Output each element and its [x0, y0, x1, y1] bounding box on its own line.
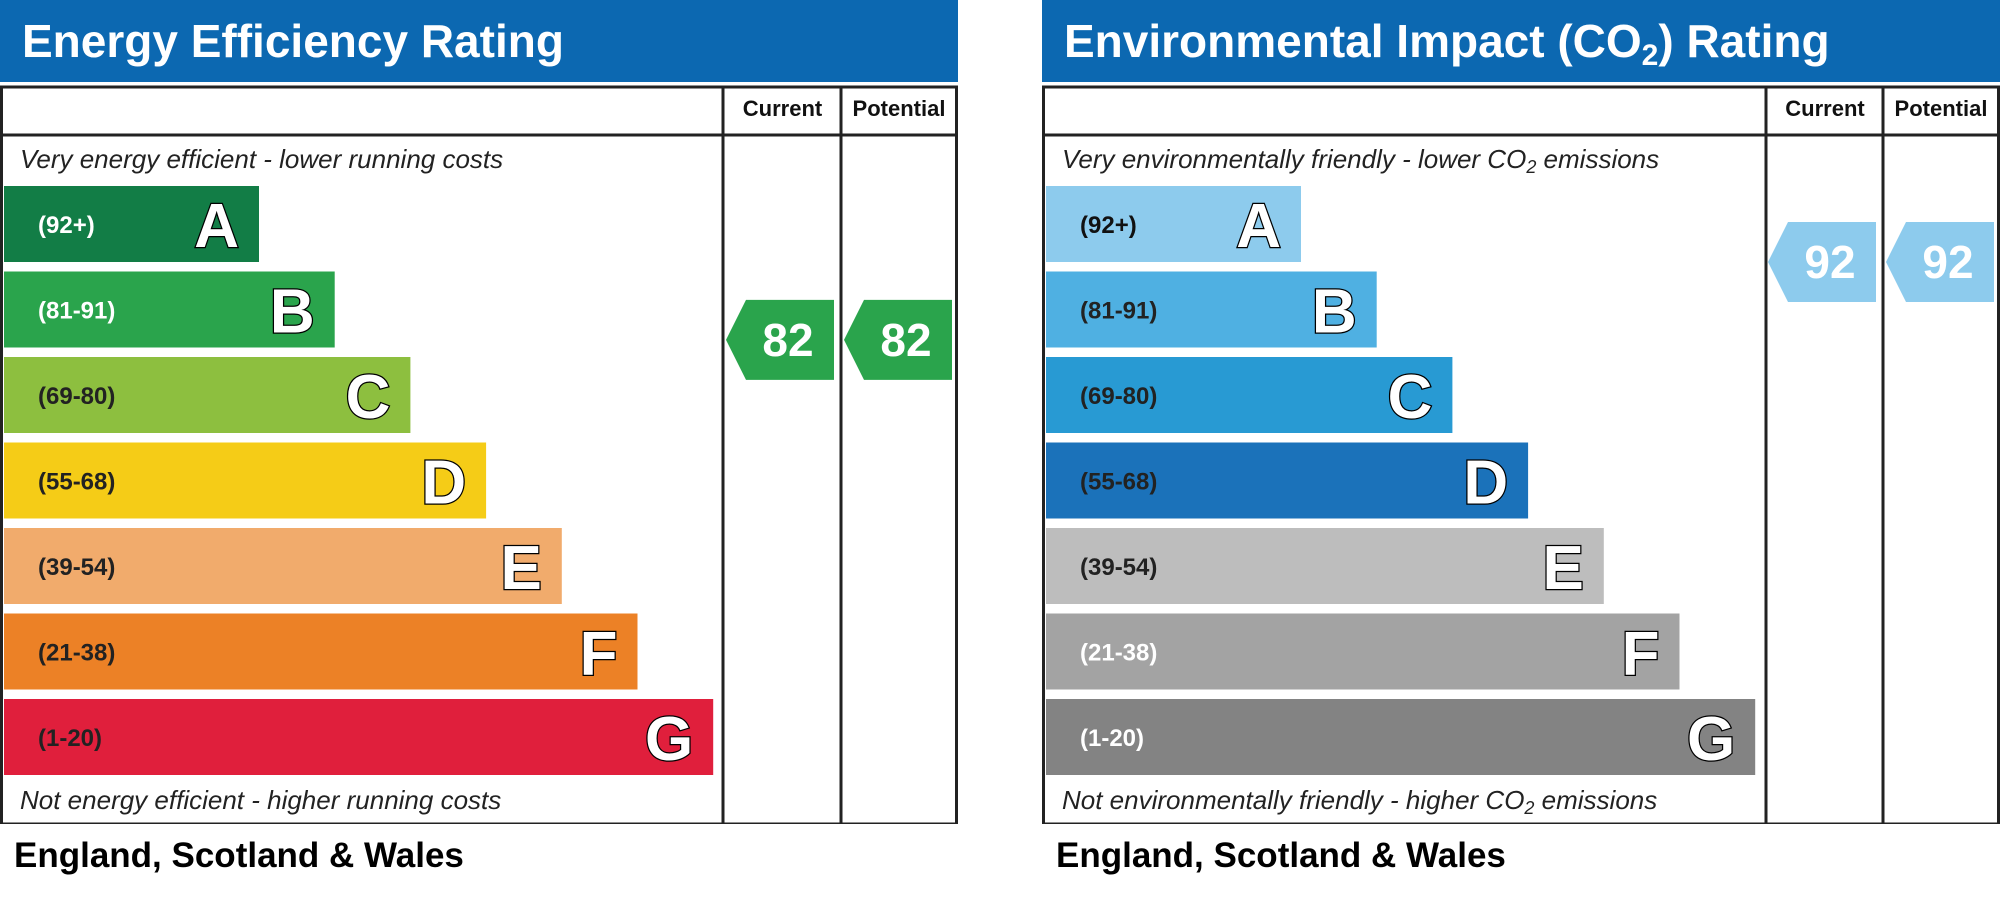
co2-bottom-note-sub: 2: [1524, 798, 1535, 818]
co2-current-header: Current: [1785, 96, 1865, 121]
energy-band-d: (55-68) D: [4, 442, 487, 519]
co2-band-b: (81-91) B: [1046, 271, 1377, 348]
co2-current-indicator: 92: [1768, 222, 1876, 302]
co2-band-letter: B: [1312, 278, 1357, 347]
co2-footer: England, Scotland & Wales: [1056, 836, 1506, 875]
co2-top-note-sub: 2: [1526, 157, 1537, 177]
co2-potential-indicator: 92: [1886, 222, 1994, 302]
co2-top-note: Very environmentally friendly - lower CO…: [1062, 144, 1659, 178]
energy-band-letter: F: [580, 620, 618, 689]
co2-bottom-note: Not environmentally friendly - higher CO…: [1062, 785, 1657, 819]
co2-current-arrow: [1768, 222, 1876, 302]
energy-potential-arrow: [844, 299, 952, 380]
energy-band-range: (39-54): [38, 554, 115, 581]
energy-band-e: (39-54) E: [4, 528, 562, 604]
co2-title-main: Environmental Impact (CO: [1064, 15, 1642, 67]
co2-potential-header: Potential: [1894, 96, 1988, 121]
energy-band-bar: [4, 528, 562, 604]
energy-current-value: 82: [762, 314, 813, 366]
energy-potential-header: Potential: [852, 96, 946, 121]
energy-title: Energy Efficiency Rating: [0, 0, 958, 82]
energy-band-bar: [4, 357, 411, 433]
co2-band-letter: D: [1463, 449, 1508, 518]
energy-band-f: (21-38) F: [4, 613, 638, 690]
co2-potential-value: 92: [1922, 236, 1973, 288]
energy-band-g: (1-20) G: [4, 699, 714, 775]
co2-band-range: (69-80): [1080, 383, 1157, 410]
co2-band-range: (92+): [1080, 212, 1137, 239]
co2-band-e: (39-54) E: [1046, 528, 1604, 604]
co2-band-letter: F: [1622, 620, 1660, 689]
environmental-impact-panel: Environmental Impact (CO2) Rating Curren…: [1042, 0, 2000, 899]
energy-band-bar: [4, 442, 487, 519]
energy-band-letter: G: [645, 705, 693, 774]
energy-band-range: (92+): [38, 212, 95, 239]
co2-band-bar: [1046, 271, 1377, 348]
energy-band-b: (81-91) B: [4, 271, 335, 348]
energy-band-bar: [4, 186, 259, 262]
energy-band-letter: C: [346, 363, 391, 432]
energy-efficiency-panel: Energy Efficiency Rating Current Potenti…: [0, 0, 960, 899]
co2-bottom-note-main: Not environmentally friendly - higher CO: [1062, 785, 1525, 815]
co2-top-note-main: Very environmentally friendly - lower CO: [1062, 144, 1527, 174]
co2-bottom-note-suffix: emissions: [1534, 785, 1658, 815]
co2-band-letter: E: [1542, 534, 1583, 603]
co2-potential-arrow: [1886, 222, 1994, 302]
co2-top-note-suffix: emissions: [1536, 144, 1660, 174]
energy-band-c: (69-80) C: [4, 357, 411, 433]
co2-band-a: (92+) A: [1046, 186, 1301, 262]
energy-band-range: (1-20): [38, 725, 102, 752]
co2-band-letter: A: [1236, 192, 1281, 261]
energy-band-letter: E: [500, 534, 541, 603]
co2-bands: (92+) A (81-91) B (69-80) C (55-68) D (39-54) E (2…: [1046, 186, 1994, 775]
co2-band-range: (39-54): [1080, 554, 1157, 581]
co2-table-frame: [1042, 85, 2000, 824]
energy-footer: England, Scotland & Wales: [14, 836, 464, 875]
energy-band-letter: D: [421, 449, 466, 518]
co2-band-d: (55-68) D: [1046, 442, 1529, 519]
co2-band-bar: [1046, 357, 1453, 433]
co2-band-range: (21-38): [1080, 640, 1157, 667]
energy-band-range: (81-91): [38, 298, 115, 325]
energy-potential-value: 82: [880, 314, 931, 366]
energy-band-bar: [4, 699, 714, 775]
co2-band-range: (81-91): [1080, 298, 1157, 325]
energy-band-range: (21-38): [38, 640, 115, 667]
co2-current-value: 92: [1804, 236, 1855, 288]
energy-bottom-note: Not energy efficient - higher running co…: [20, 785, 502, 815]
co2-band-bar: [1046, 442, 1529, 519]
energy-table-frame: [0, 85, 958, 824]
energy-band-range: (55-68): [38, 469, 115, 496]
co2-band-c: (69-80) C: [1046, 357, 1453, 433]
co2-band-bar: [1046, 699, 1756, 775]
co2-band-bar: [1046, 613, 1680, 690]
co2-band-bar: [1046, 528, 1604, 604]
energy-band-bar: [4, 271, 335, 348]
co2-title-suffix: ) Rating: [1658, 15, 1830, 67]
co2-band-range: (1-20): [1080, 725, 1144, 752]
energy-band-letter: A: [194, 192, 239, 261]
co2-band-letter: G: [1687, 705, 1735, 774]
energy-band-letter: B: [270, 278, 315, 347]
energy-bands: (92+) A (81-91) B (69-80) C (55-68) D (39-54) E (2…: [4, 186, 952, 775]
co2-band-f: (21-38) F: [1046, 613, 1680, 690]
co2-title: Environmental Impact (CO2) Rating: [1042, 0, 2000, 82]
co2-band-bar: [1046, 186, 1301, 262]
energy-current-arrow: [726, 299, 834, 380]
energy-top-note: Very energy efficient - lower running co…: [20, 144, 504, 174]
energy-current-header: Current: [742, 96, 823, 121]
co2-band-letter: C: [1388, 363, 1433, 432]
energy-potential-indicator: 82: [844, 299, 952, 380]
co2-band-range: (55-68): [1080, 469, 1157, 496]
energy-band-a: (92+) A: [4, 186, 259, 262]
energy-band-range: (69-80): [38, 383, 115, 410]
co2-band-g: (1-20) G: [1046, 699, 1756, 775]
energy-current-indicator: 82: [726, 299, 834, 380]
energy-band-bar: [4, 613, 638, 690]
co2-title-sub: 2: [1641, 39, 1659, 72]
